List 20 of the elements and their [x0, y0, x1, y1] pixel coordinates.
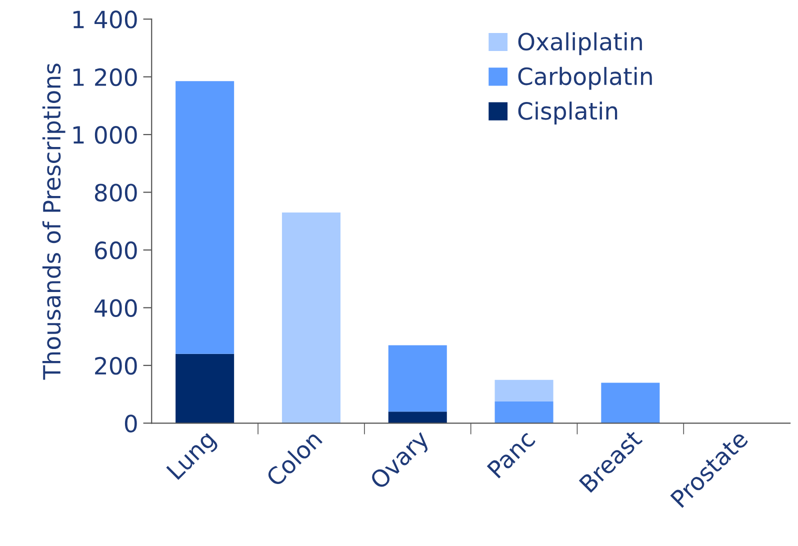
y-tick-label: 600	[95, 241, 137, 260]
y-tick-label: 1 400	[73, 10, 137, 28]
bar	[388, 412, 447, 424]
legend-label: Cisplatin	[518, 102, 618, 124]
bar	[282, 212, 340, 424]
y-axis-title: Thousands of Prescriptions	[42, 64, 66, 380]
bar	[388, 345, 447, 412]
legend-label: Carboplatin	[518, 66, 652, 90]
y-tick-label: 200	[95, 356, 137, 375]
y-tick-label: 1 000	[73, 126, 137, 144]
bar	[176, 354, 234, 424]
bar	[601, 382, 660, 424]
y-tick-label: 800	[94, 184, 137, 202]
y-tick-label: 400	[94, 299, 137, 318]
bar	[494, 380, 554, 402]
y-tick-label: 1 200	[73, 68, 137, 86]
y-tick-label: 0	[124, 414, 137, 432]
legend-label: Oxaliplatin	[518, 32, 642, 56]
bar	[176, 81, 234, 354]
bar	[494, 402, 554, 424]
